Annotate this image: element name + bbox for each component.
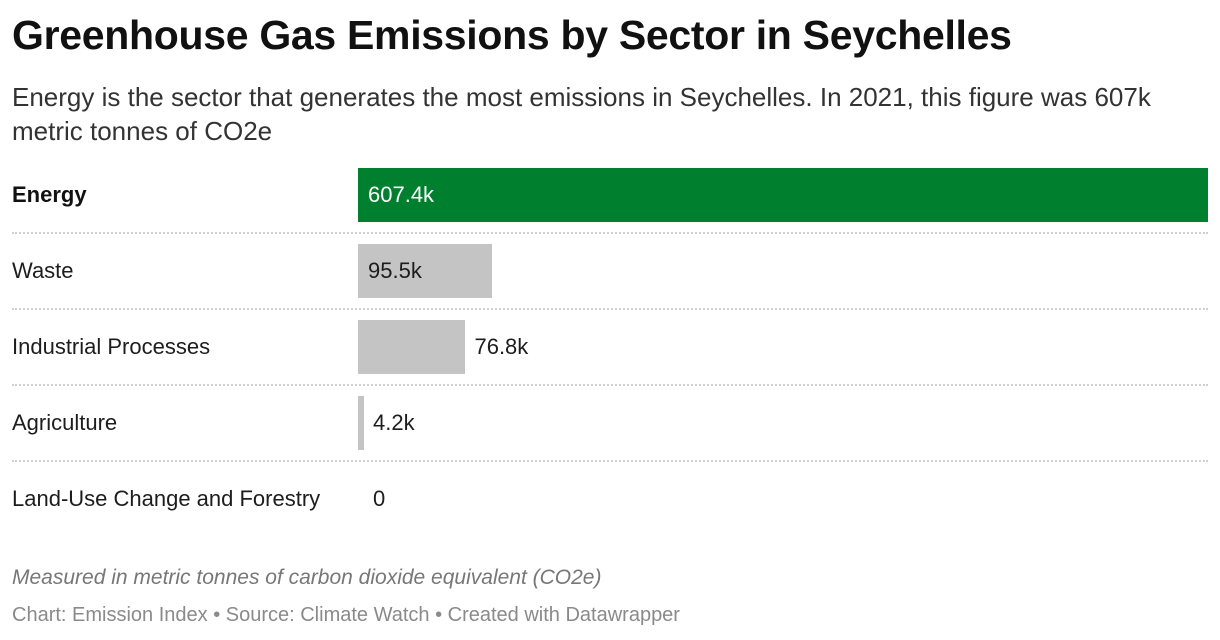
row-divider bbox=[12, 308, 1208, 310]
category-label: Land-Use Change and Forestry bbox=[12, 486, 321, 511]
category-label: Agriculture bbox=[12, 410, 118, 435]
chart-title: Greenhouse Gas Emissions by Sector in Se… bbox=[12, 12, 1012, 58]
value-label: 95.5k bbox=[368, 258, 422, 283]
chart-row: Energy 607.4k bbox=[0, 168, 1220, 244]
row-divider bbox=[12, 460, 1208, 462]
row-divider bbox=[12, 384, 1208, 386]
chart-row: Agriculture 4.2k bbox=[0, 396, 1220, 472]
bar bbox=[358, 168, 1208, 222]
chart-row: Waste 95.5k bbox=[0, 244, 1220, 320]
value-label: 607.4k bbox=[368, 182, 435, 207]
chart-notes: Measured in metric tonnes of carbon diox… bbox=[12, 566, 602, 589]
category-label: Industrial Processes bbox=[12, 334, 211, 359]
value-label: 76.8k bbox=[474, 334, 529, 359]
value-label: 0 bbox=[373, 486, 386, 511]
bar bbox=[358, 244, 492, 298]
category-label: Waste bbox=[12, 258, 74, 283]
chart-source: Chart: Emission Index • Source: Climate … bbox=[12, 604, 680, 626]
bar bbox=[358, 320, 466, 374]
category-label: Energy bbox=[12, 182, 87, 207]
bar-chart: Energy 607.4k Waste 95.5k Industrial Process… bbox=[0, 168, 1220, 548]
chart-row: Industrial Processes 76.8k bbox=[0, 320, 1220, 396]
value-label: 4.2k bbox=[373, 410, 415, 435]
bar bbox=[358, 396, 364, 450]
chart-row: Land-Use Change and Forestry 0 bbox=[0, 472, 1220, 548]
chart-subtitle: Energy is the sector that generates the … bbox=[12, 82, 1151, 146]
row-divider bbox=[12, 232, 1208, 234]
